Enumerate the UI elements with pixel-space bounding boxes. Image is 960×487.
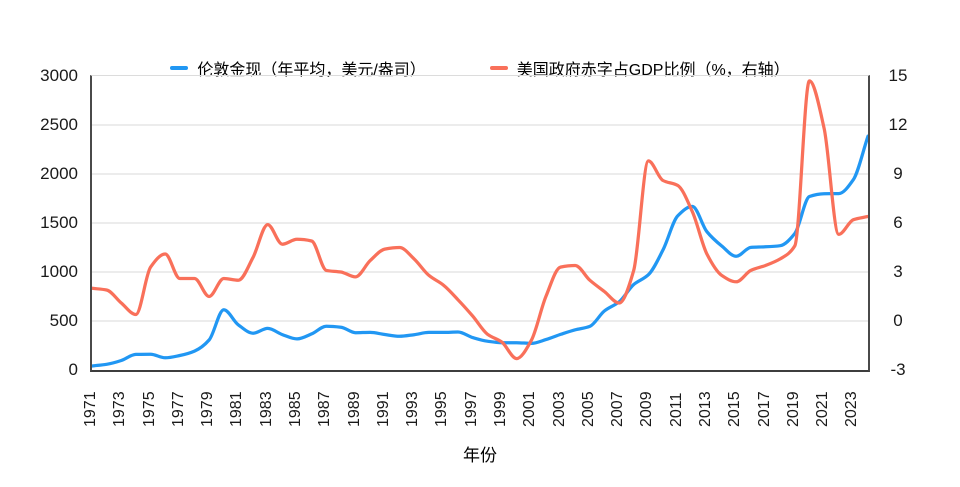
legend-label-gold: 伦敦金现（年平均，美元/盎司） [197,62,426,79]
x-axis-tick-label: 1973 [111,391,129,427]
x-axis-tick-label: 1995 [433,391,451,427]
left-y-tick-label: 1500 [40,213,78,232]
chart-canvas [92,79,868,368]
x-axis-title: 年份 [463,446,497,465]
x-axis-tick-label: 1997 [462,391,480,427]
left-y-tick-label: 3000 [40,66,78,85]
gold-line-marker-icon [170,66,189,70]
chart-legend: 伦敦金现（年平均，美元/盎司） 美国政府赤字占GDP比例（%，右轴） [0,56,960,80]
deficit-line-series [92,79,868,361]
x-axis-tick-label: 2003 [550,391,568,427]
x-axis-tick-label: 2005 [579,391,597,427]
x-axis-tick-label: 1991 [374,391,392,427]
right-y-tick-label: 12 [888,115,908,134]
x-axis-tick-label: 2013 [696,391,714,427]
right-y-tick-label: 9 [893,164,903,183]
deficit-line-marker-icon [489,66,508,70]
right-y-tick-label: 0 [893,311,903,330]
left-y-tick-label: 500 [49,311,78,330]
x-axis-tick-label: 1989 [345,391,363,427]
left-y-tick-label: 1000 [40,262,78,281]
x-axis-tick-label: 2017 [755,391,773,427]
plot-area [90,75,870,372]
x-axis-tick-label: 1979 [199,391,217,427]
right-y-tick-label: 15 [888,66,908,85]
x-axis-tick-label: 1981 [228,391,246,427]
x-axis-tick-label: 1975 [140,391,158,427]
x-axis-tick-label: 1987 [316,391,334,427]
x-axis-tick-label: 2011 [667,392,685,427]
x-axis-tick-label: 2007 [609,391,627,427]
x-axis-tick-label: 2023 [843,391,861,427]
x-axis-tick-label: 1993 [404,391,422,427]
x-axis-tick-label: 2021 [814,391,832,427]
x-axis-tick-label: 2019 [784,391,802,427]
x-axis-tick-label: 2015 [726,391,744,427]
legend-item-gold[interactable]: 伦敦金现（年平均，美元/盎司） [170,56,426,80]
x-axis-tick-label: 1971 [82,391,99,427]
legend-item-deficit[interactable]: 美国政府赤字占GDP比例（%，右轴） [489,56,790,80]
legend-label-deficit: 美国政府赤字占GDP比例（%，右轴） [516,62,790,79]
right-y-tick-label: 3 [893,262,903,281]
right-y-tick-label: -3 [890,360,906,379]
x-axis-tick-label: 2009 [638,391,656,427]
left-y-tick-label: 2500 [40,115,78,134]
x-axis-tick-label: 1977 [169,391,187,427]
x-axis-tick-label: 1983 [257,391,275,427]
left-y-tick-label: 0 [68,360,78,379]
x-axis-tick-label: 1985 [286,391,304,427]
x-axis-tick-label: 1999 [491,391,509,427]
right-y-tick-label: 6 [893,213,903,232]
gold-line-series [92,134,868,368]
x-axis-tick-label: 2001 [521,391,539,427]
left-y-tick-label: 2000 [40,164,78,183]
